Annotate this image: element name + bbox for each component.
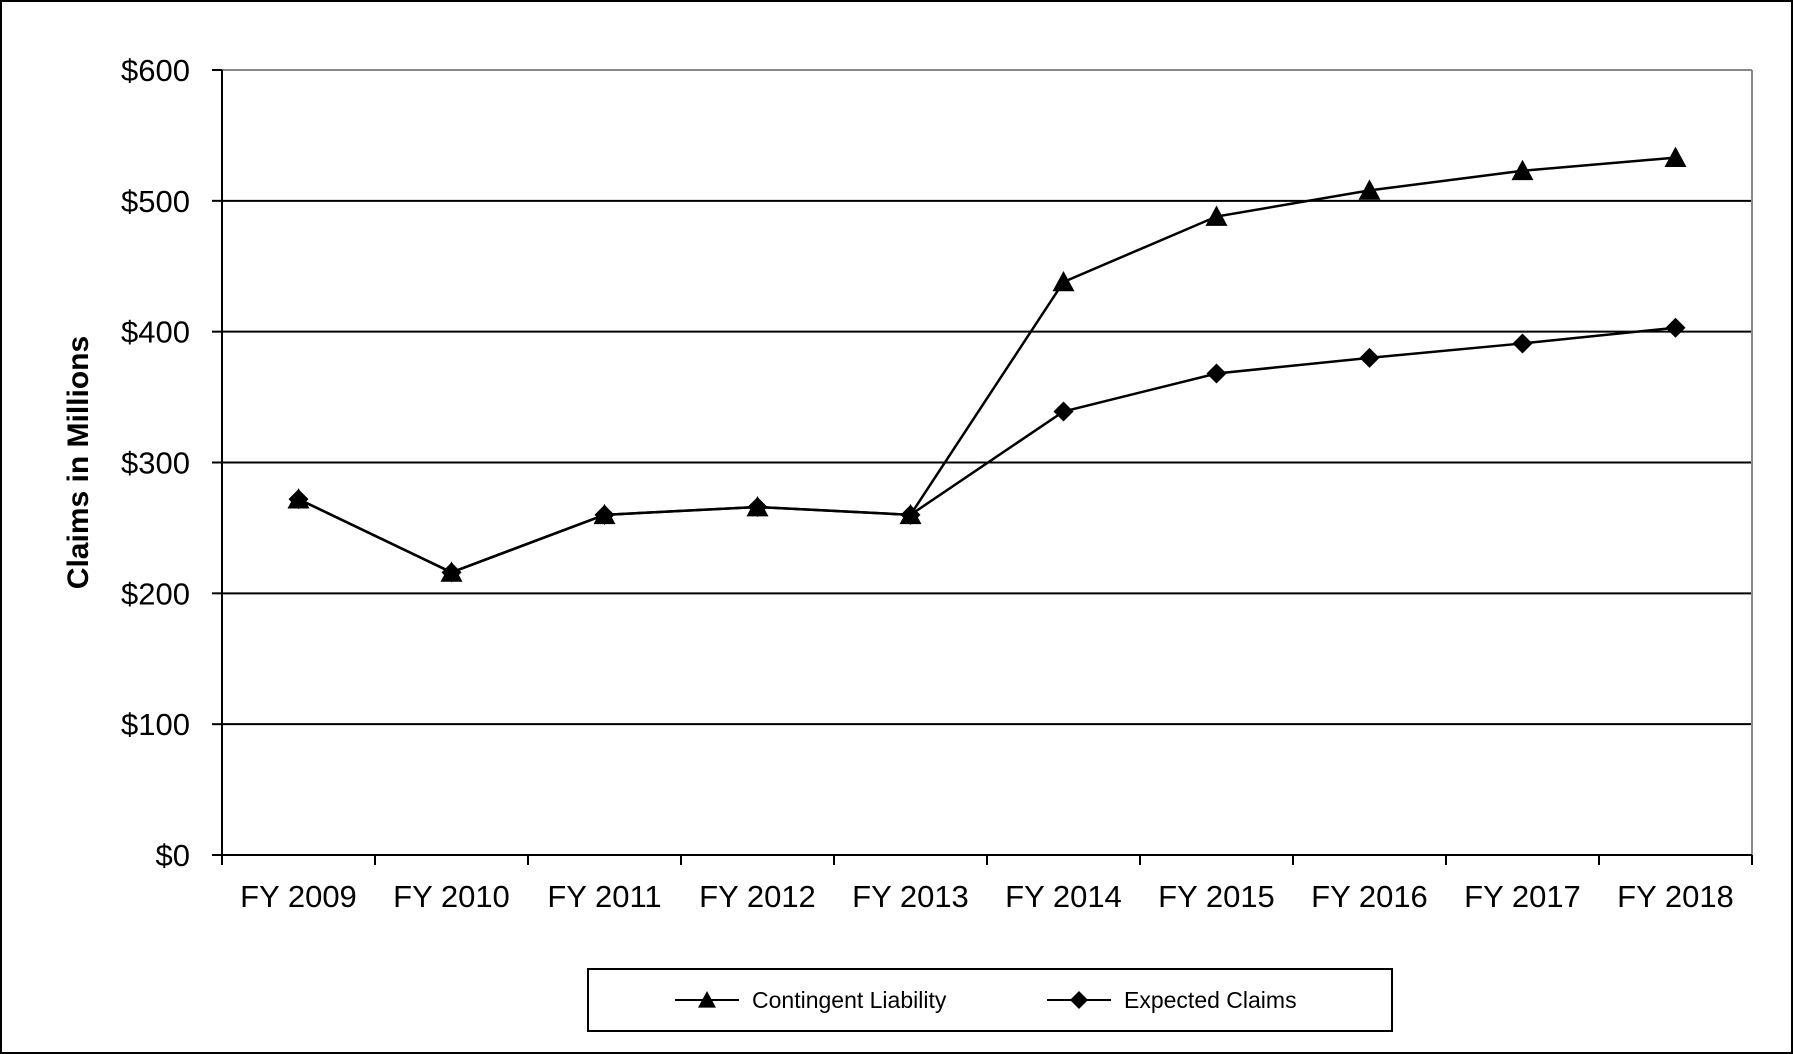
diamond-marker [1206, 363, 1227, 384]
diamond-marker [1053, 401, 1074, 422]
series-contingent-liability [287, 146, 1687, 582]
x-tick-label: FY 2018 [1617, 879, 1734, 914]
series-line [297, 156, 1676, 574]
y-tick-label: $400 [121, 315, 190, 350]
x-tick-label: FY 2013 [852, 879, 969, 914]
y-tick-label: $600 [121, 53, 190, 88]
y-tick-label: $0 [156, 838, 190, 873]
y-tick-label: $300 [121, 446, 190, 481]
triangle-marker [1664, 146, 1687, 168]
triangle-marker [440, 561, 463, 582]
y-tick-label: $100 [121, 707, 190, 742]
legend-label: Expected Claims [1124, 987, 1297, 1013]
triangle-marker [287, 488, 310, 509]
x-tick-label: FY 2016 [1311, 879, 1428, 914]
y-tick-label: $500 [121, 184, 190, 219]
triangle-marker [1205, 205, 1228, 226]
legend: Contingent Liability Expected Claims [587, 968, 1393, 1032]
y-axis-label: Claims in Millions [62, 336, 95, 589]
triangle-marker [1511, 159, 1534, 181]
x-tick-label: FY 2014 [1005, 879, 1122, 914]
triangle-marker [1052, 270, 1075, 292]
diamond-marker [1359, 347, 1380, 368]
x-tick-label: FY 2009 [240, 879, 357, 914]
triangle-marker [899, 503, 922, 525]
series-lines [287, 146, 1687, 583]
triangle-marker [1358, 179, 1381, 200]
x-tick-label: FY 2011 [547, 879, 661, 914]
x-tick-labels: FY 2009 FY 2010 FY 2011 FY 2012 FY 2013 FY 20… [240, 879, 1734, 914]
gridlines [222, 199, 1752, 726]
legend-item: Expected Claims [1047, 987, 1297, 1013]
axes [212, 69, 1753, 865]
triangle-marker [698, 991, 716, 1008]
y-tick-labels: $0 $100 $200 $300 $400 $500 $600 [121, 53, 190, 873]
x-tick-label: FY 2017 [1464, 879, 1581, 914]
legend-label: Contingent Liability [752, 987, 947, 1013]
y-tick-label: $200 [121, 576, 190, 611]
legend-item: Contingent Liability [675, 987, 947, 1013]
triangle-marker [593, 503, 616, 525]
x-tick-label: FY 2012 [699, 879, 816, 914]
diamond-marker [1070, 991, 1088, 1009]
diamond-marker [1665, 317, 1686, 338]
diamond-marker [1512, 333, 1533, 354]
x-tick-label: FY 2010 [393, 879, 510, 914]
x-tick-label: FY 2015 [1158, 879, 1275, 914]
triangle-marker [746, 495, 769, 517]
